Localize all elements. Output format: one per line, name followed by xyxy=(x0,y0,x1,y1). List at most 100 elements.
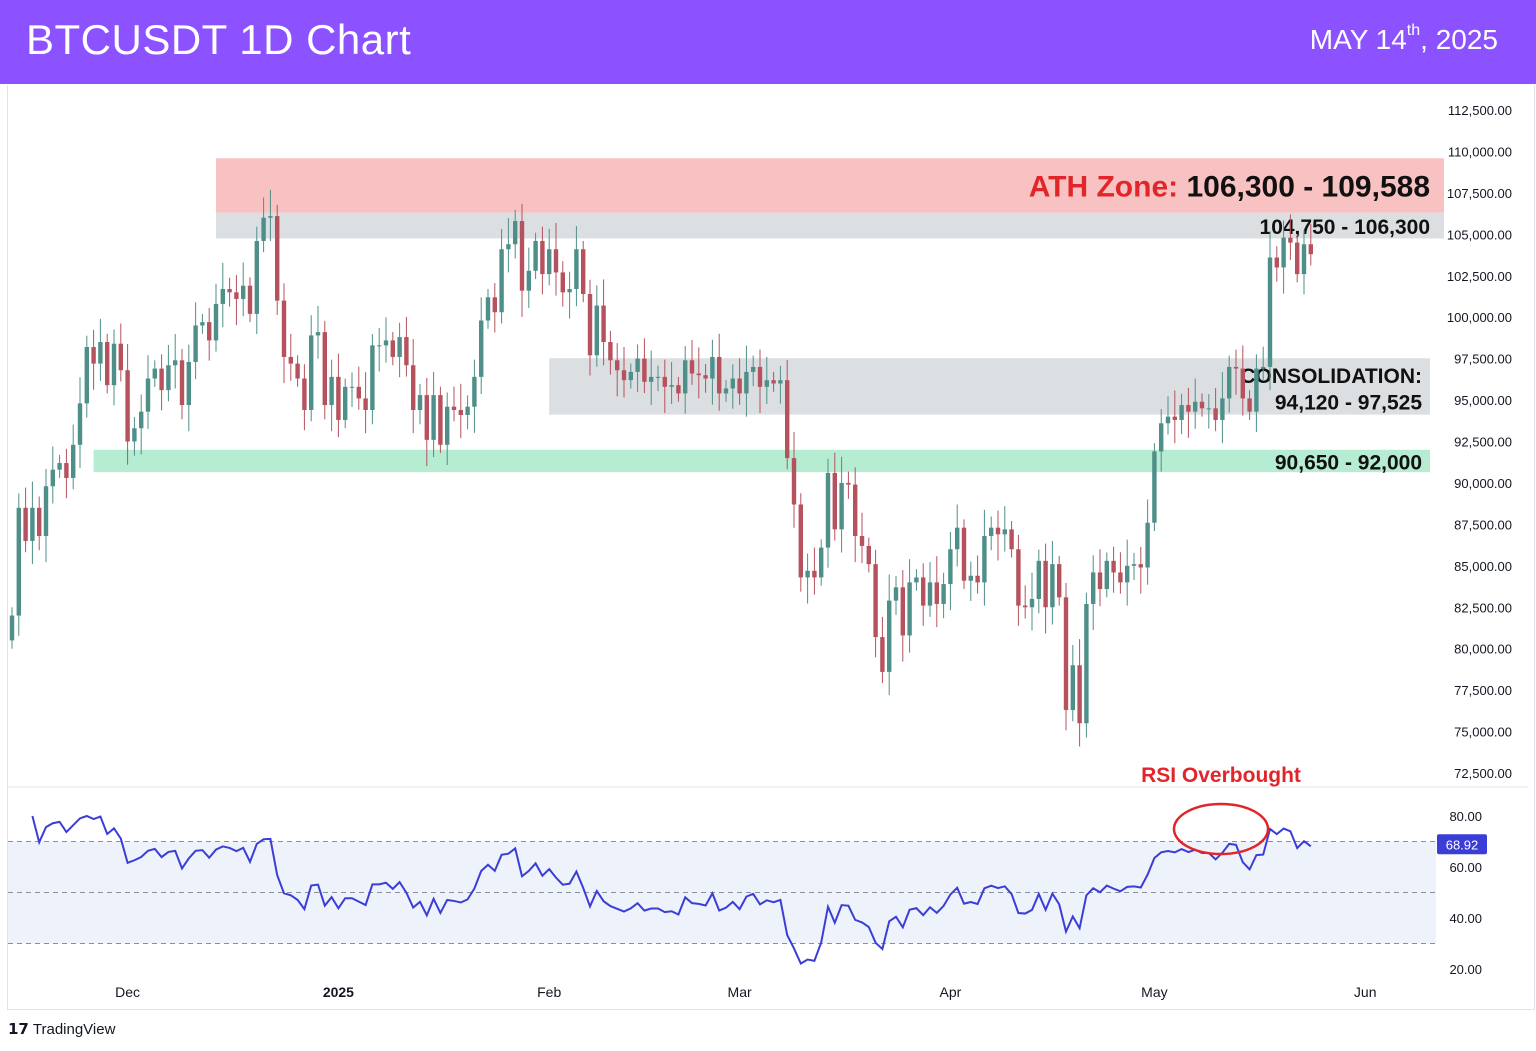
candle-body xyxy=(1213,408,1218,420)
candle-body xyxy=(635,358,640,372)
candle-body xyxy=(649,376,654,382)
candle-body xyxy=(526,270,531,291)
candle-body xyxy=(628,371,633,381)
candle-body xyxy=(309,335,314,411)
candle-body xyxy=(397,337,402,357)
candle-body xyxy=(179,360,185,406)
candle-body xyxy=(1145,522,1150,568)
candle-body xyxy=(315,332,321,336)
candle-body xyxy=(961,527,967,581)
candle-body xyxy=(955,527,960,550)
candle-body xyxy=(322,332,327,406)
candle-body xyxy=(737,378,742,394)
candle-body xyxy=(404,337,409,366)
candle-body xyxy=(587,293,593,356)
candle-body xyxy=(111,343,117,386)
candle-body xyxy=(16,507,21,616)
consolidation-label: CONSOLIDATION: xyxy=(1240,365,1422,388)
tradingview-logo-icon: 𝟭𝟳 xyxy=(8,1021,29,1038)
candle-body xyxy=(1131,564,1137,566)
price-tick-label: 95,000.00 xyxy=(1454,393,1512,408)
candle-body xyxy=(676,385,681,394)
candle-body xyxy=(1023,605,1028,608)
candle-body xyxy=(139,411,144,429)
candle-body xyxy=(1118,572,1123,583)
candle-body xyxy=(1206,408,1211,410)
time-tick-label: Feb xyxy=(537,984,561,1000)
candle-body xyxy=(465,406,470,415)
date-year: , 2025 xyxy=(1420,24,1498,55)
rsi-tick-label: 40.00 xyxy=(1449,911,1482,926)
candle-body xyxy=(1043,560,1048,608)
candle-body xyxy=(1152,451,1157,523)
rsi-tick-label: 20.00 xyxy=(1449,962,1482,977)
support-zone-label: 90,650 - 92,000 xyxy=(1275,451,1422,474)
candle-body xyxy=(594,305,599,356)
candle-body xyxy=(30,507,35,541)
candle-body xyxy=(1016,549,1021,606)
price-tick-label: 72,500.00 xyxy=(1454,766,1512,781)
candle-body xyxy=(717,356,722,394)
candle-body xyxy=(499,249,504,313)
candle-body xyxy=(1193,401,1198,412)
consolidation-range: 94,120 - 97,525 xyxy=(1275,391,1422,414)
candle-body xyxy=(492,297,497,313)
candle-body xyxy=(98,342,103,364)
candle-body xyxy=(247,285,253,314)
candle-body xyxy=(907,582,912,636)
candle-body xyxy=(1247,398,1252,412)
candle-body xyxy=(105,342,110,386)
candle-body xyxy=(1097,572,1103,590)
candle-body xyxy=(302,378,307,411)
price-tick-label: 97,500.00 xyxy=(1454,352,1512,367)
candle-body xyxy=(730,378,735,389)
candle-body xyxy=(431,395,436,440)
candle-body xyxy=(853,484,858,536)
time-tick-label: Mar xyxy=(728,984,752,1000)
rsi-pane: 80.00 60.00 40.00 20.00 68.92 RSI Overbought xyxy=(8,764,1487,977)
candle-body xyxy=(982,535,987,583)
candle-body xyxy=(77,403,83,445)
candle-body xyxy=(254,240,259,314)
candle-body xyxy=(261,217,266,241)
candle-body xyxy=(485,297,491,321)
chart-frame xyxy=(7,85,1535,1010)
candle-body xyxy=(1254,368,1259,412)
candle-body xyxy=(193,325,198,362)
chart-title: BTCUSDT 1D Chart xyxy=(26,16,412,63)
candle-body xyxy=(751,366,756,372)
candle-body xyxy=(1281,237,1286,268)
candles-layer xyxy=(9,189,1313,747)
candle-body xyxy=(560,272,565,293)
rsi-overbought-label: RSI Overbought xyxy=(1141,764,1301,787)
candle-body xyxy=(995,527,1001,535)
date-main: MAY 14 xyxy=(1309,24,1407,55)
price-tick-label: 110,000.00 xyxy=(1448,144,1512,159)
candle-body xyxy=(118,343,123,371)
candle-body xyxy=(785,380,790,459)
candle-body xyxy=(662,376,667,387)
candle-body xyxy=(200,322,205,326)
price-tick-label: 112,500.00 xyxy=(1448,103,1512,118)
candle-body xyxy=(744,371,749,394)
price-tick-label: 92,500.00 xyxy=(1454,435,1512,450)
candle-body xyxy=(1308,244,1313,255)
price-axis: 112,500.00 110,000.00 107,500.00 105,000.00… xyxy=(7,103,1528,788)
candle-body xyxy=(989,527,994,536)
candle-body xyxy=(941,584,946,604)
price-tick-label: 77,500.00 xyxy=(1454,683,1512,698)
tradingview-logo[interactable]: 𝟭𝟳 TradingView xyxy=(8,1020,115,1039)
candle-body xyxy=(241,285,246,299)
candle-body xyxy=(1220,398,1225,420)
candle-body xyxy=(43,486,49,536)
candle-body xyxy=(1029,598,1035,608)
candle-body xyxy=(553,249,559,273)
candle-body xyxy=(723,388,729,394)
candle-body xyxy=(390,340,395,357)
candle-body xyxy=(921,577,926,606)
candle-body xyxy=(778,380,783,384)
candle-body xyxy=(1111,560,1116,573)
rsi-line xyxy=(31,814,1312,965)
price-zone-1 xyxy=(216,212,1444,239)
